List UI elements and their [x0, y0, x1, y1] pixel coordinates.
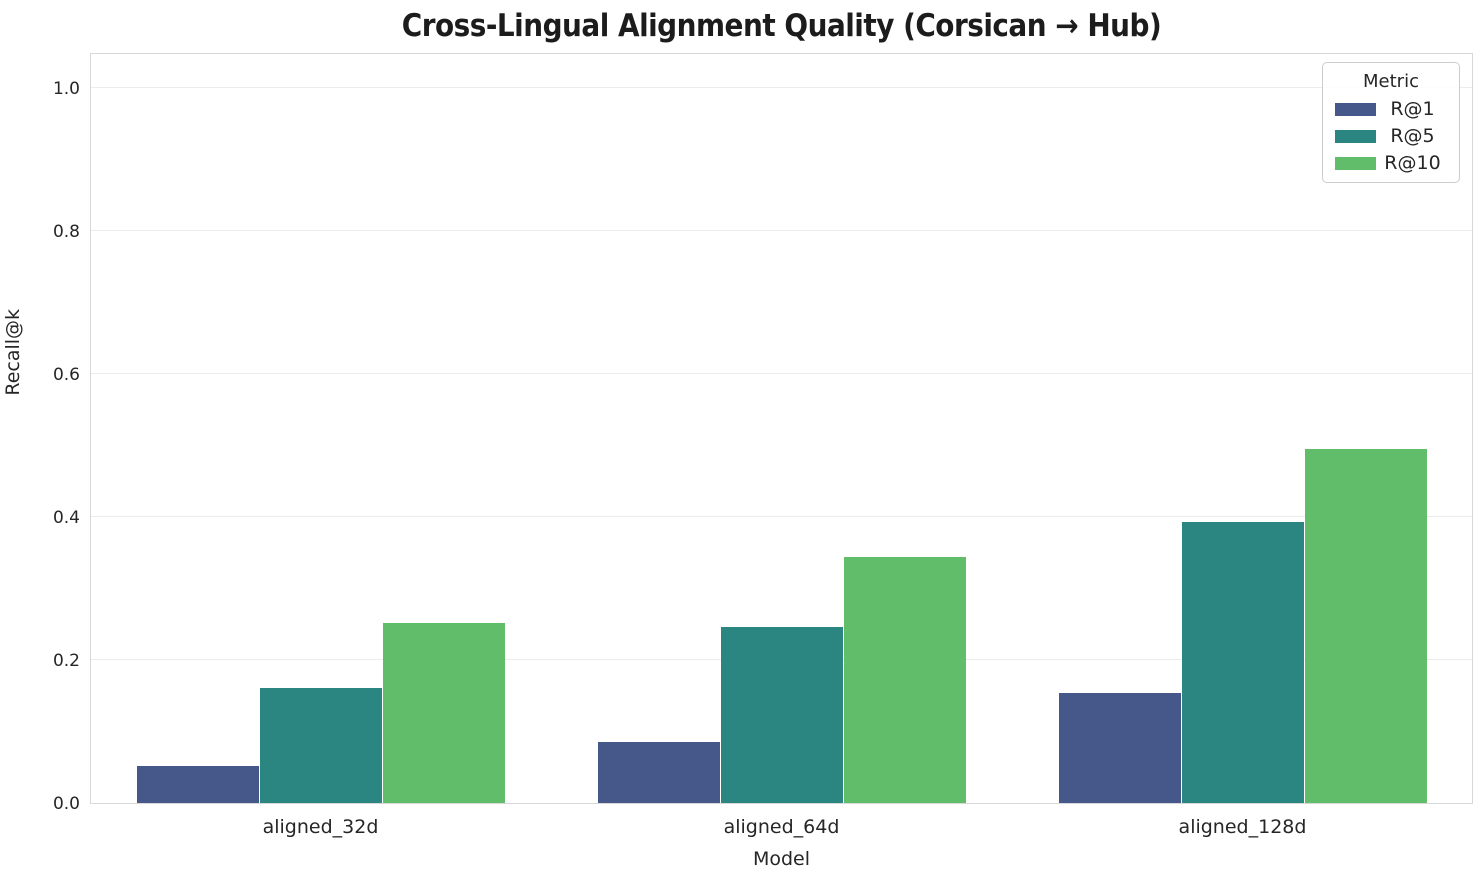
gridline [91, 230, 1472, 232]
bar-aligned_32d-R@1 [137, 765, 260, 803]
legend-title: Metric [1363, 71, 1419, 92]
legend: Metric R@1 R@5 R@10 [1322, 62, 1460, 183]
bar-aligned_64d-R@1 [598, 741, 721, 803]
legend-swatch-icon [1335, 156, 1376, 170]
legend-item-R@10: R@10 [1333, 152, 1449, 174]
legend-label: R@5 [1390, 125, 1435, 147]
legend-swatch-icon [1335, 129, 1376, 143]
bar-aligned_128d-R@5 [1182, 521, 1304, 803]
bar-aligned_128d-R@10 [1304, 448, 1427, 803]
y-tick-label: 1.0 [52, 78, 80, 99]
chart-title: Cross-Lingual Alignment Quality (Corsica… [401, 8, 1162, 44]
y-tick-label: 0.0 [52, 794, 80, 814]
legend-label: R@1 [1390, 98, 1435, 120]
legend-item-R@1: R@1 [1333, 98, 1449, 120]
gridline [91, 87, 1472, 89]
gridline [91, 516, 1472, 518]
y-axis-label: Recall@k [2, 308, 24, 396]
bar-aligned_64d-R@10 [843, 556, 966, 803]
y-tick-label: 0.8 [52, 221, 80, 242]
legend-swatch-icon [1335, 102, 1376, 116]
bar-aligned_64d-R@5 [721, 627, 843, 803]
x-tick-label-aligned_128d: aligned_128d [1178, 816, 1307, 838]
x-tick-label-aligned_64d: aligned_64d [723, 816, 840, 838]
bar-aligned_128d-R@1 [1059, 692, 1182, 803]
y-tick-label: 0.2 [52, 650, 80, 671]
gridline [91, 373, 1472, 375]
bar-aligned_32d-R@10 [382, 622, 505, 803]
legend-item-R@5: R@5 [1333, 125, 1449, 147]
x-axis-label: Model [752, 848, 811, 870]
plot-area [90, 53, 1473, 804]
x-tick-label-aligned_32d: aligned_32d [262, 816, 379, 838]
legend-label: R@10 [1384, 152, 1441, 174]
bar-aligned_32d-R@5 [260, 687, 382, 803]
y-tick-label: 0.4 [52, 507, 80, 528]
y-tick-label: 0.6 [52, 364, 80, 385]
